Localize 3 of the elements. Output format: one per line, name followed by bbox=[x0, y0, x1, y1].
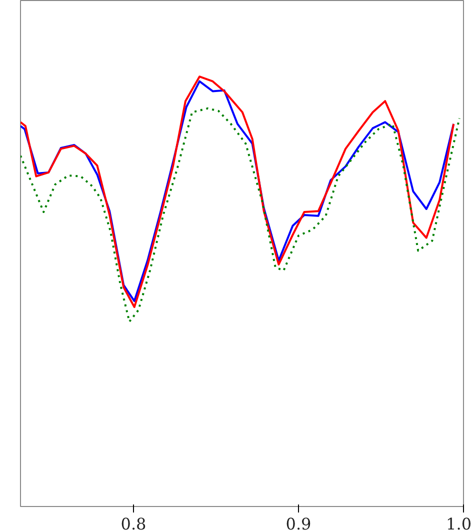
x-tick-label: 0.9 bbox=[286, 514, 312, 532]
x-tick-label: 0.8 bbox=[120, 514, 146, 532]
x-tick-label: 1.0 bbox=[446, 514, 471, 532]
